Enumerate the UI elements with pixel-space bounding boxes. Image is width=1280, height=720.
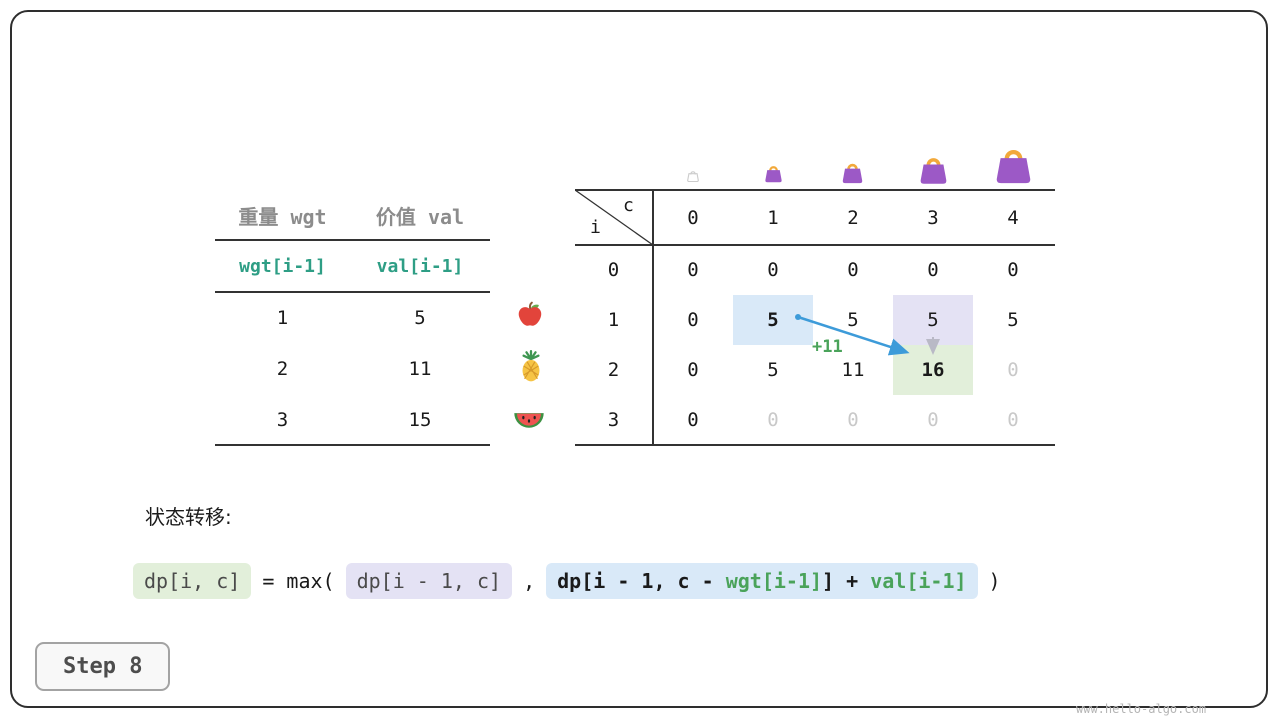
item-col-header-val: 价值 val	[375, 204, 465, 229]
corner-label-i: i	[590, 217, 601, 238]
watermark-text: www.hello-algo.com	[1076, 702, 1207, 716]
dp-cell-3-0: 0	[687, 409, 699, 431]
item-val-3: 15	[408, 408, 432, 431]
arrow-add-label: +11	[812, 337, 843, 357]
take-val-text: val[i-1]	[870, 569, 967, 593]
transition-formula: dp[i, c] = max( dp[i - 1, c] , dp[i - 1,…	[133, 559, 1001, 603]
dp-cell-3-3: 0	[927, 409, 939, 431]
dp-rule-vertical	[652, 190, 654, 445]
item-code-val: val[i-1]	[376, 255, 464, 277]
comma-text: ,	[523, 569, 536, 593]
dp-rule-header	[575, 244, 1055, 246]
bag-capacity-0-icon	[686, 169, 700, 182]
item-val-2: 11	[408, 357, 432, 380]
close-paren-text: )	[988, 569, 1001, 593]
dp-cell-2-0: 0	[687, 359, 699, 381]
prev-state-chip: dp[i - 1, c]	[345, 563, 513, 599]
item-table-rule-top	[215, 239, 490, 241]
watermelon-icon	[513, 408, 545, 434]
dp-cell-2-2: 11	[841, 359, 865, 381]
take-wgt-text: wgt[i-1]	[725, 569, 823, 593]
dp-cell-1-4: 5	[1007, 309, 1019, 331]
item-col-header-wgt: 重量 wgt	[238, 204, 327, 229]
transition-heading: 状态转移:	[145, 505, 232, 529]
corner-diagonal-line	[575, 190, 653, 245]
dp-cell-0-4: 0	[1007, 259, 1019, 281]
dp-cell-2-3-current-highlight: 16	[893, 345, 973, 395]
dp-cell-0-2: 0	[847, 259, 859, 281]
dp-cell-0-3: 0	[927, 259, 939, 281]
apple-icon	[516, 301, 544, 329]
dp-col-header-3: 3	[927, 206, 939, 229]
dp-col-header-4: 4	[1007, 206, 1019, 229]
item-table-rule-bottom	[215, 444, 490, 446]
item-wgt-1: 1	[276, 306, 289, 329]
dp-row-header-3: 3	[607, 409, 620, 431]
take-mid-text: ] +	[822, 569, 871, 593]
item-wgt-2: 2	[276, 357, 289, 380]
item-code-wgt: wgt[i-1]	[239, 255, 326, 277]
dp-cell-1-3-prev-highlight: 5	[893, 295, 973, 345]
dp-cell-1-0: 0	[687, 309, 699, 331]
dp-rule-bottom	[575, 444, 1055, 446]
dp-corner-cell: c i	[575, 190, 653, 245]
bag-capacity-2-icon	[840, 160, 865, 184]
dp-cell-0-0: 0	[687, 259, 699, 281]
dp-rule-top	[575, 189, 1055, 191]
item-val-1: 5	[414, 306, 426, 329]
item-wgt-3: 3	[276, 408, 289, 431]
dp-col-header-0: 0	[687, 206, 699, 229]
corner-label-c: c	[623, 195, 634, 216]
dp-col-header-1: 1	[767, 206, 779, 229]
dp-row-header-0: 0	[607, 259, 620, 281]
dp-row-header-1: 1	[607, 309, 620, 331]
dp-cell-3-1: 0	[767, 409, 779, 431]
take-prefix-text: dp[i - 1, c -	[557, 569, 726, 593]
equals-max-text: = max(	[262, 569, 335, 593]
bag-capacity-1-icon	[763, 163, 784, 183]
bag-capacity-3-icon	[917, 153, 950, 185]
dp-cell-3-2: 0	[847, 409, 859, 431]
dp-cell-0-1: 0	[767, 259, 779, 281]
take-item-chip: dp[i - 1, c - wgt[i-1]] + val[i-1]	[546, 563, 978, 599]
dp-col-header-2: 2	[847, 206, 859, 229]
dp-cell-2-1: 5	[767, 359, 779, 381]
step-button[interactable]: Step 8	[35, 642, 171, 691]
bag-capacity-4-icon	[992, 143, 1035, 185]
pineapple-icon	[518, 350, 544, 382]
dp-cell-1-1-source-highlight: 5	[733, 295, 813, 345]
dp-row-header-2: 2	[607, 359, 620, 381]
dp-cell-3-4: 0	[1007, 409, 1019, 431]
result-chip: dp[i, c]	[133, 563, 252, 599]
item-table-rule-mid	[215, 291, 490, 293]
dp-cell-2-4: 0	[1007, 359, 1019, 381]
